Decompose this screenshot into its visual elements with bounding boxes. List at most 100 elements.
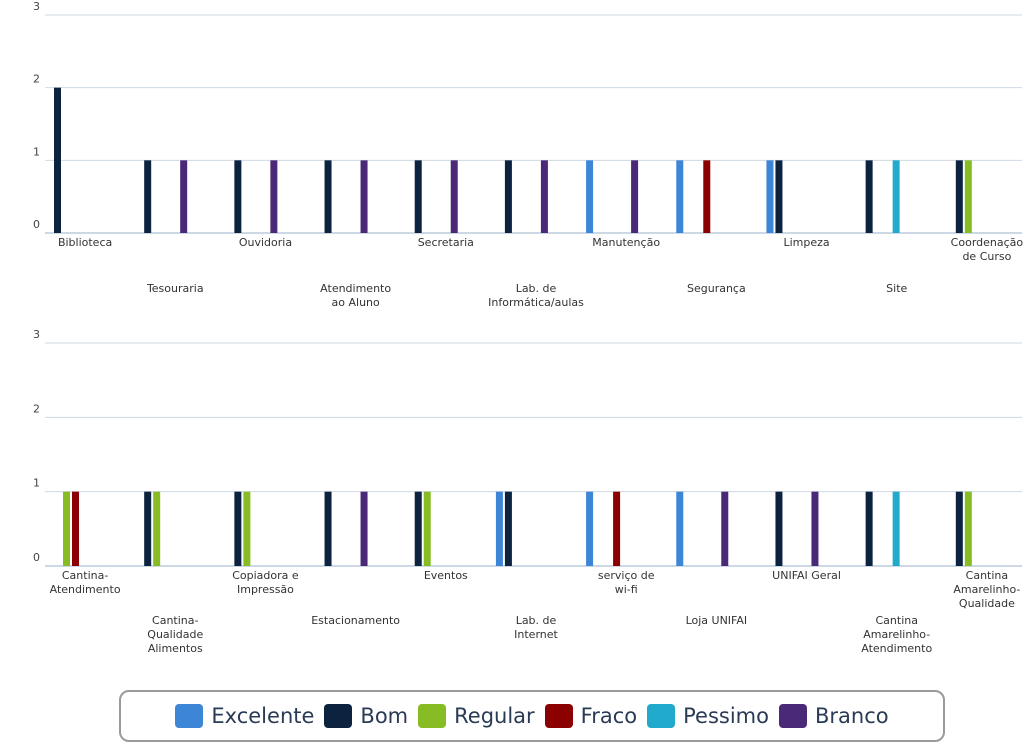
- category-label-2-7-line-2: wi-fi: [615, 583, 638, 596]
- bar-1-branco-7: [631, 160, 639, 233]
- legend-label-regular: Regular: [454, 704, 535, 728]
- bar-1-fraco-8: [703, 160, 711, 233]
- bar-2-bom-6: [504, 491, 512, 566]
- bar-1-bom-10: [865, 160, 873, 233]
- bar-2-pessimo-10: [892, 491, 900, 566]
- bar-2-branco-4: [360, 491, 368, 566]
- category-label-2-1-line-2: Atendimento: [50, 583, 121, 596]
- bar-1-bom-1: [54, 87, 61, 234]
- bar-2-bom-3: [234, 491, 242, 566]
- category-label-1-9: Limpeza: [783, 236, 829, 249]
- legend-swatch-pessimo: [647, 704, 676, 728]
- bar-2-excelente-6: [495, 491, 503, 566]
- y-tick-label-1-2: 2: [33, 73, 40, 86]
- legend: Excelente Bom Regular Fraco Pessimo Bran…: [119, 690, 945, 742]
- bar-2-regular-11: [964, 491, 972, 566]
- category-label-2-3-line-2: Impressão: [237, 583, 294, 596]
- bar-1-regular-11: [964, 160, 972, 233]
- category-label-1-5: Secretaria: [418, 236, 474, 249]
- category-label-2-10-line-1: Cantina: [875, 614, 917, 627]
- bar-2-bom-10: [865, 491, 873, 566]
- bar-1-branco-3: [270, 160, 278, 233]
- bar-2-regular-1: [63, 491, 70, 566]
- y-tick-label-2-1: 1: [33, 477, 40, 490]
- category-label-2-5: Eventos: [424, 569, 468, 582]
- category-label-1-7: Manutenção: [592, 236, 660, 249]
- bar-2-bom-4: [324, 491, 332, 566]
- bar-2-fraco-1: [72, 491, 79, 566]
- category-label-2-2-line-3: Alimentos: [148, 642, 203, 655]
- bar-1-bom-5: [414, 160, 422, 233]
- category-label-2-10-line-3: Atendimento: [861, 642, 932, 655]
- category-label-2-8: Loja UNIFAI: [686, 614, 748, 627]
- bar-1-bom-4: [324, 160, 332, 233]
- category-label-2-6-line-1: Lab. de: [516, 614, 557, 627]
- bar-1-bom-3: [234, 160, 242, 233]
- bar-2-branco-9: [811, 491, 819, 566]
- bar-2-bom-9: [775, 491, 783, 566]
- legend-item-branco[interactable]: Branco: [778, 704, 889, 728]
- category-label-1-6-line-2: Informática/aulas: [488, 296, 584, 309]
- category-label-2-10-line-2: Amarelinho-: [863, 628, 930, 641]
- bar-2-excelente-8: [676, 491, 684, 566]
- y-tick-label-1-3: 3: [33, 0, 40, 13]
- legend-swatch-regular: [418, 704, 447, 728]
- category-label-2-7-line-1: serviço de: [598, 569, 655, 582]
- bar-2-regular-3: [243, 491, 251, 566]
- bar-1-excelente-7: [586, 160, 594, 233]
- y-tick-label-2-2: 2: [33, 402, 40, 415]
- category-label-1-1: Biblioteca: [58, 236, 112, 249]
- legend-label-branco: Branco: [814, 704, 889, 728]
- y-tick-label-2-3: 3: [33, 328, 40, 341]
- bar-1-bom-11: [955, 160, 963, 233]
- legend-swatch-fraco: [544, 704, 573, 728]
- bar-1-excelente-8: [676, 160, 684, 233]
- category-label-1-10: Site: [886, 282, 907, 295]
- category-label-2-3-line-1: Copiadora e: [232, 569, 299, 582]
- bar-2-bom-5: [414, 491, 422, 566]
- category-label-1-6-line-1: Lab. de: [516, 282, 557, 295]
- legend-label-fraco: Fraco: [580, 704, 638, 728]
- category-label-1-11-line-2: de Curso: [962, 250, 1011, 263]
- legend-label-excelente: Excelente: [211, 704, 315, 728]
- legend-label-bom: Bom: [360, 704, 409, 728]
- bar-1-bom-9: [775, 160, 783, 233]
- y-tick-label-2-0: 0: [33, 551, 40, 564]
- category-label-2-11-line-3: Qualidade: [959, 597, 1015, 610]
- y-tick-label-1-0: 0: [33, 218, 40, 231]
- legend-item-fraco[interactable]: Fraco: [544, 704, 638, 728]
- legend-item-bom[interactable]: Bom: [324, 704, 408, 728]
- chart-area: 0 1 2 3 Biblioteca Tesouraria Ouvidoria Atendim…: [33, 0, 1024, 655]
- category-label-1-3: Ouvidoria: [239, 236, 292, 249]
- category-label-1-11-line-1: Coordenação: [951, 236, 1024, 249]
- category-label-1-2: Tesouraria: [146, 282, 204, 295]
- bar-2-fraco-7: [613, 491, 621, 566]
- category-label-1-4-line-2: ao Aluno: [332, 296, 380, 309]
- bar-1-branco-6: [540, 160, 548, 233]
- category-label-2-1-line-1: Cantina-: [62, 569, 108, 582]
- legend-item-pessimo[interactable]: Pessimo: [647, 704, 769, 728]
- legend-item-regular[interactable]: Regular: [418, 704, 535, 728]
- category-label-2-9: UNIFAI Geral: [772, 569, 841, 582]
- bar-1-bom-6: [504, 160, 512, 233]
- category-label-2-2-line-1: Cantina-: [152, 614, 198, 627]
- bar-1-pessimo-10: [892, 160, 900, 233]
- legend-label-pessimo: Pessimo: [683, 704, 769, 728]
- legend-item-excelente[interactable]: Excelente: [175, 704, 314, 728]
- bar-2-regular-5: [423, 491, 431, 566]
- category-label-2-11-line-2: Amarelinho-: [953, 583, 1020, 596]
- bar-1-branco-4: [360, 160, 368, 233]
- legend-swatch-branco: [778, 704, 807, 728]
- bar-2-excelente-7: [586, 491, 594, 566]
- bar-2-bom-2: [144, 491, 152, 566]
- legend-swatch-excelente: [175, 704, 204, 728]
- bar-1-branco-5: [450, 160, 458, 233]
- category-label-2-11-line-1: Cantina: [966, 569, 1008, 582]
- bar-1-excelente-9: [766, 160, 774, 233]
- category-label-1-4-line-1: Atendimento: [320, 282, 391, 295]
- category-label-2-6-line-2: Internet: [514, 628, 558, 641]
- legend-swatch-bom: [324, 704, 353, 728]
- bar-2-branco-8: [721, 491, 729, 566]
- y-tick-label-1-1: 1: [33, 145, 40, 158]
- bar-1-bom-2: [144, 160, 152, 233]
